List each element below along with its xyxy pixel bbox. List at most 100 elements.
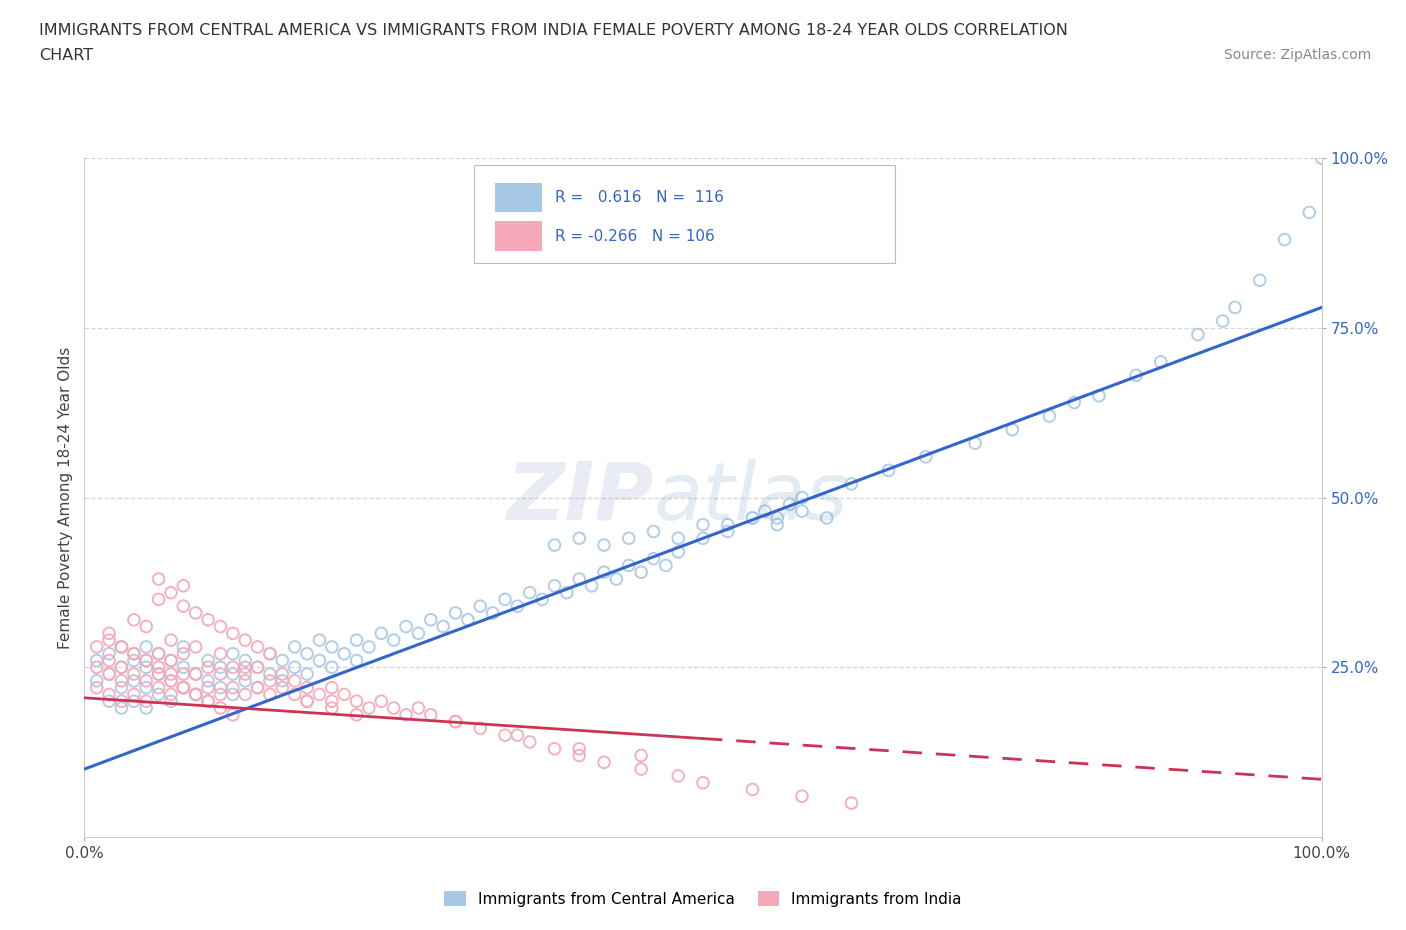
Point xyxy=(172,680,194,695)
Point xyxy=(98,626,121,641)
Point xyxy=(655,558,678,573)
Point xyxy=(1187,327,1209,342)
Point xyxy=(470,721,492,736)
Point xyxy=(1249,272,1271,287)
Point xyxy=(370,694,392,709)
Point xyxy=(1212,313,1234,328)
Point xyxy=(86,660,108,675)
Point xyxy=(295,694,318,709)
Point xyxy=(209,660,232,675)
Point xyxy=(209,687,232,702)
Point xyxy=(259,646,281,661)
Point xyxy=(506,727,529,742)
Point xyxy=(86,673,108,688)
Point xyxy=(209,680,232,695)
Point xyxy=(321,700,343,715)
Point xyxy=(222,646,245,661)
Point xyxy=(382,632,405,647)
Point xyxy=(1310,151,1333,166)
Point xyxy=(197,660,219,675)
Point xyxy=(333,687,356,702)
Point xyxy=(160,585,183,600)
Point xyxy=(630,762,652,777)
Point xyxy=(233,673,256,688)
Point xyxy=(160,653,183,668)
Point xyxy=(741,511,763,525)
Point xyxy=(519,735,541,750)
Point xyxy=(148,667,170,682)
Point xyxy=(593,538,616,552)
Point xyxy=(209,619,232,634)
Point xyxy=(172,599,194,614)
Point xyxy=(271,680,294,695)
Point xyxy=(494,727,516,742)
Point xyxy=(568,741,591,756)
Point xyxy=(197,694,219,709)
Point xyxy=(543,741,565,756)
Point xyxy=(617,558,640,573)
Point xyxy=(110,700,132,715)
Point xyxy=(233,667,256,682)
Point xyxy=(271,653,294,668)
Point xyxy=(135,653,157,668)
Point xyxy=(308,632,330,647)
Point xyxy=(506,599,529,614)
Point xyxy=(370,626,392,641)
Point xyxy=(284,687,307,702)
Point xyxy=(98,687,121,702)
Point xyxy=(135,700,157,715)
Point xyxy=(457,612,479,627)
Point xyxy=(543,578,565,593)
Point xyxy=(222,660,245,675)
Point xyxy=(110,660,132,675)
Point xyxy=(259,673,281,688)
Point xyxy=(233,660,256,675)
Point xyxy=(160,667,183,682)
Point xyxy=(666,531,689,546)
Point xyxy=(98,632,121,647)
Y-axis label: Female Poverty Among 18-24 Year Olds: Female Poverty Among 18-24 Year Olds xyxy=(58,347,73,649)
Point xyxy=(568,572,591,587)
Point xyxy=(815,511,838,525)
Point xyxy=(717,525,740,539)
Point xyxy=(741,511,763,525)
Point xyxy=(135,640,157,655)
Point xyxy=(148,646,170,661)
Point xyxy=(630,748,652,763)
Point xyxy=(271,667,294,682)
Point xyxy=(284,673,307,688)
Point xyxy=(98,694,121,709)
Point xyxy=(346,694,368,709)
Point xyxy=(184,605,207,620)
Point xyxy=(222,680,245,695)
Point xyxy=(470,599,492,614)
Text: atlas: atlas xyxy=(654,458,848,537)
Point xyxy=(593,755,616,770)
Point xyxy=(1038,408,1060,423)
Point xyxy=(259,646,281,661)
Point xyxy=(184,667,207,682)
Point xyxy=(308,687,330,702)
Point xyxy=(643,525,665,539)
Point xyxy=(233,632,256,647)
Point xyxy=(148,687,170,702)
Point xyxy=(346,708,368,723)
Point xyxy=(346,632,368,647)
Point xyxy=(766,511,789,525)
Bar xyxy=(495,221,543,251)
Point xyxy=(395,708,418,723)
Point xyxy=(172,660,194,675)
Point xyxy=(172,646,194,661)
Point xyxy=(790,504,813,519)
Point xyxy=(172,680,194,695)
Point xyxy=(666,544,689,559)
Point xyxy=(643,551,665,566)
Point xyxy=(1088,389,1111,404)
Point xyxy=(321,640,343,655)
Point xyxy=(246,680,269,695)
Point xyxy=(86,640,108,655)
Point xyxy=(246,680,269,695)
Point xyxy=(209,646,232,661)
Point xyxy=(432,619,454,634)
Point xyxy=(222,687,245,702)
